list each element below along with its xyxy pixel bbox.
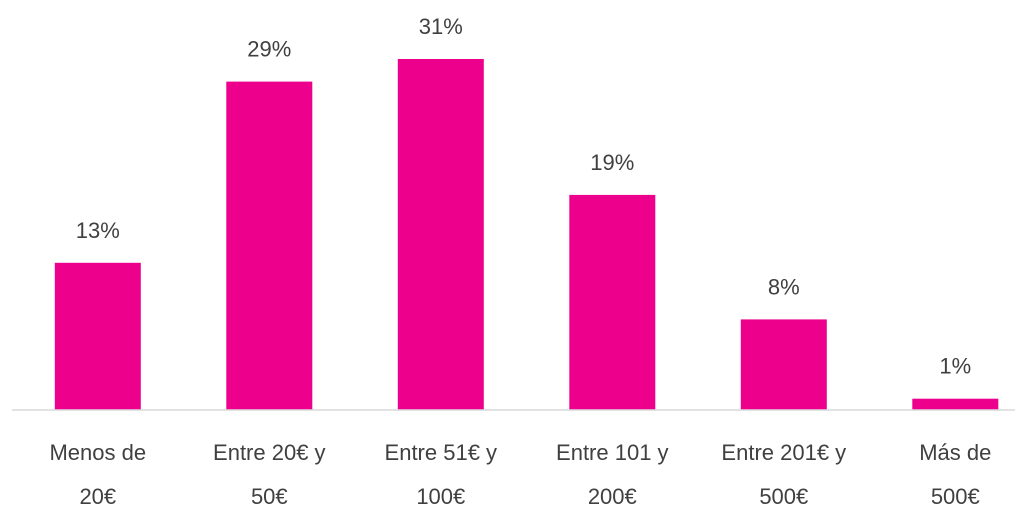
category-label-1-line-1: 50€ xyxy=(251,484,288,509)
category-label-2-line-1: 100€ xyxy=(416,484,465,509)
category-label-1-line-0: Entre 20€ y xyxy=(213,440,326,465)
data-label-5: 1% xyxy=(939,354,971,379)
data-label-2: 31% xyxy=(419,14,463,39)
category-label-5-line-1: 500€ xyxy=(931,484,980,509)
value-labels: 13% 29% 31% 19% 8% 1% xyxy=(76,14,971,379)
category-label-3-line-0: Entre 101 y xyxy=(556,440,669,465)
bar-2 xyxy=(397,59,484,410)
category-label-4-line-1: 500€ xyxy=(759,484,808,509)
bar-0 xyxy=(54,262,141,410)
data-label-0: 13% xyxy=(76,218,120,243)
category-label-4-line-0: Entre 201€ y xyxy=(721,440,846,465)
category-label-0-line-1: 20€ xyxy=(79,484,116,509)
bar-4 xyxy=(740,319,827,410)
bars xyxy=(54,59,999,410)
data-label-3: 19% xyxy=(590,150,634,175)
category-label-3-line-1: 200€ xyxy=(588,484,637,509)
bar-3 xyxy=(569,194,656,410)
category-label-0-line-0: Menos de xyxy=(49,440,146,465)
data-label-4: 8% xyxy=(768,274,800,299)
bar-1 xyxy=(226,81,313,410)
category-label-2-line-0: Entre 51€ y xyxy=(385,440,498,465)
bar-5 xyxy=(912,398,999,410)
category-label-5-line-0: Más de xyxy=(919,440,991,465)
data-label-1: 29% xyxy=(247,37,291,62)
category-labels: Menos de 20€ Entre 20€ y 50€ Entre 51€ y 100€… xyxy=(49,440,991,509)
